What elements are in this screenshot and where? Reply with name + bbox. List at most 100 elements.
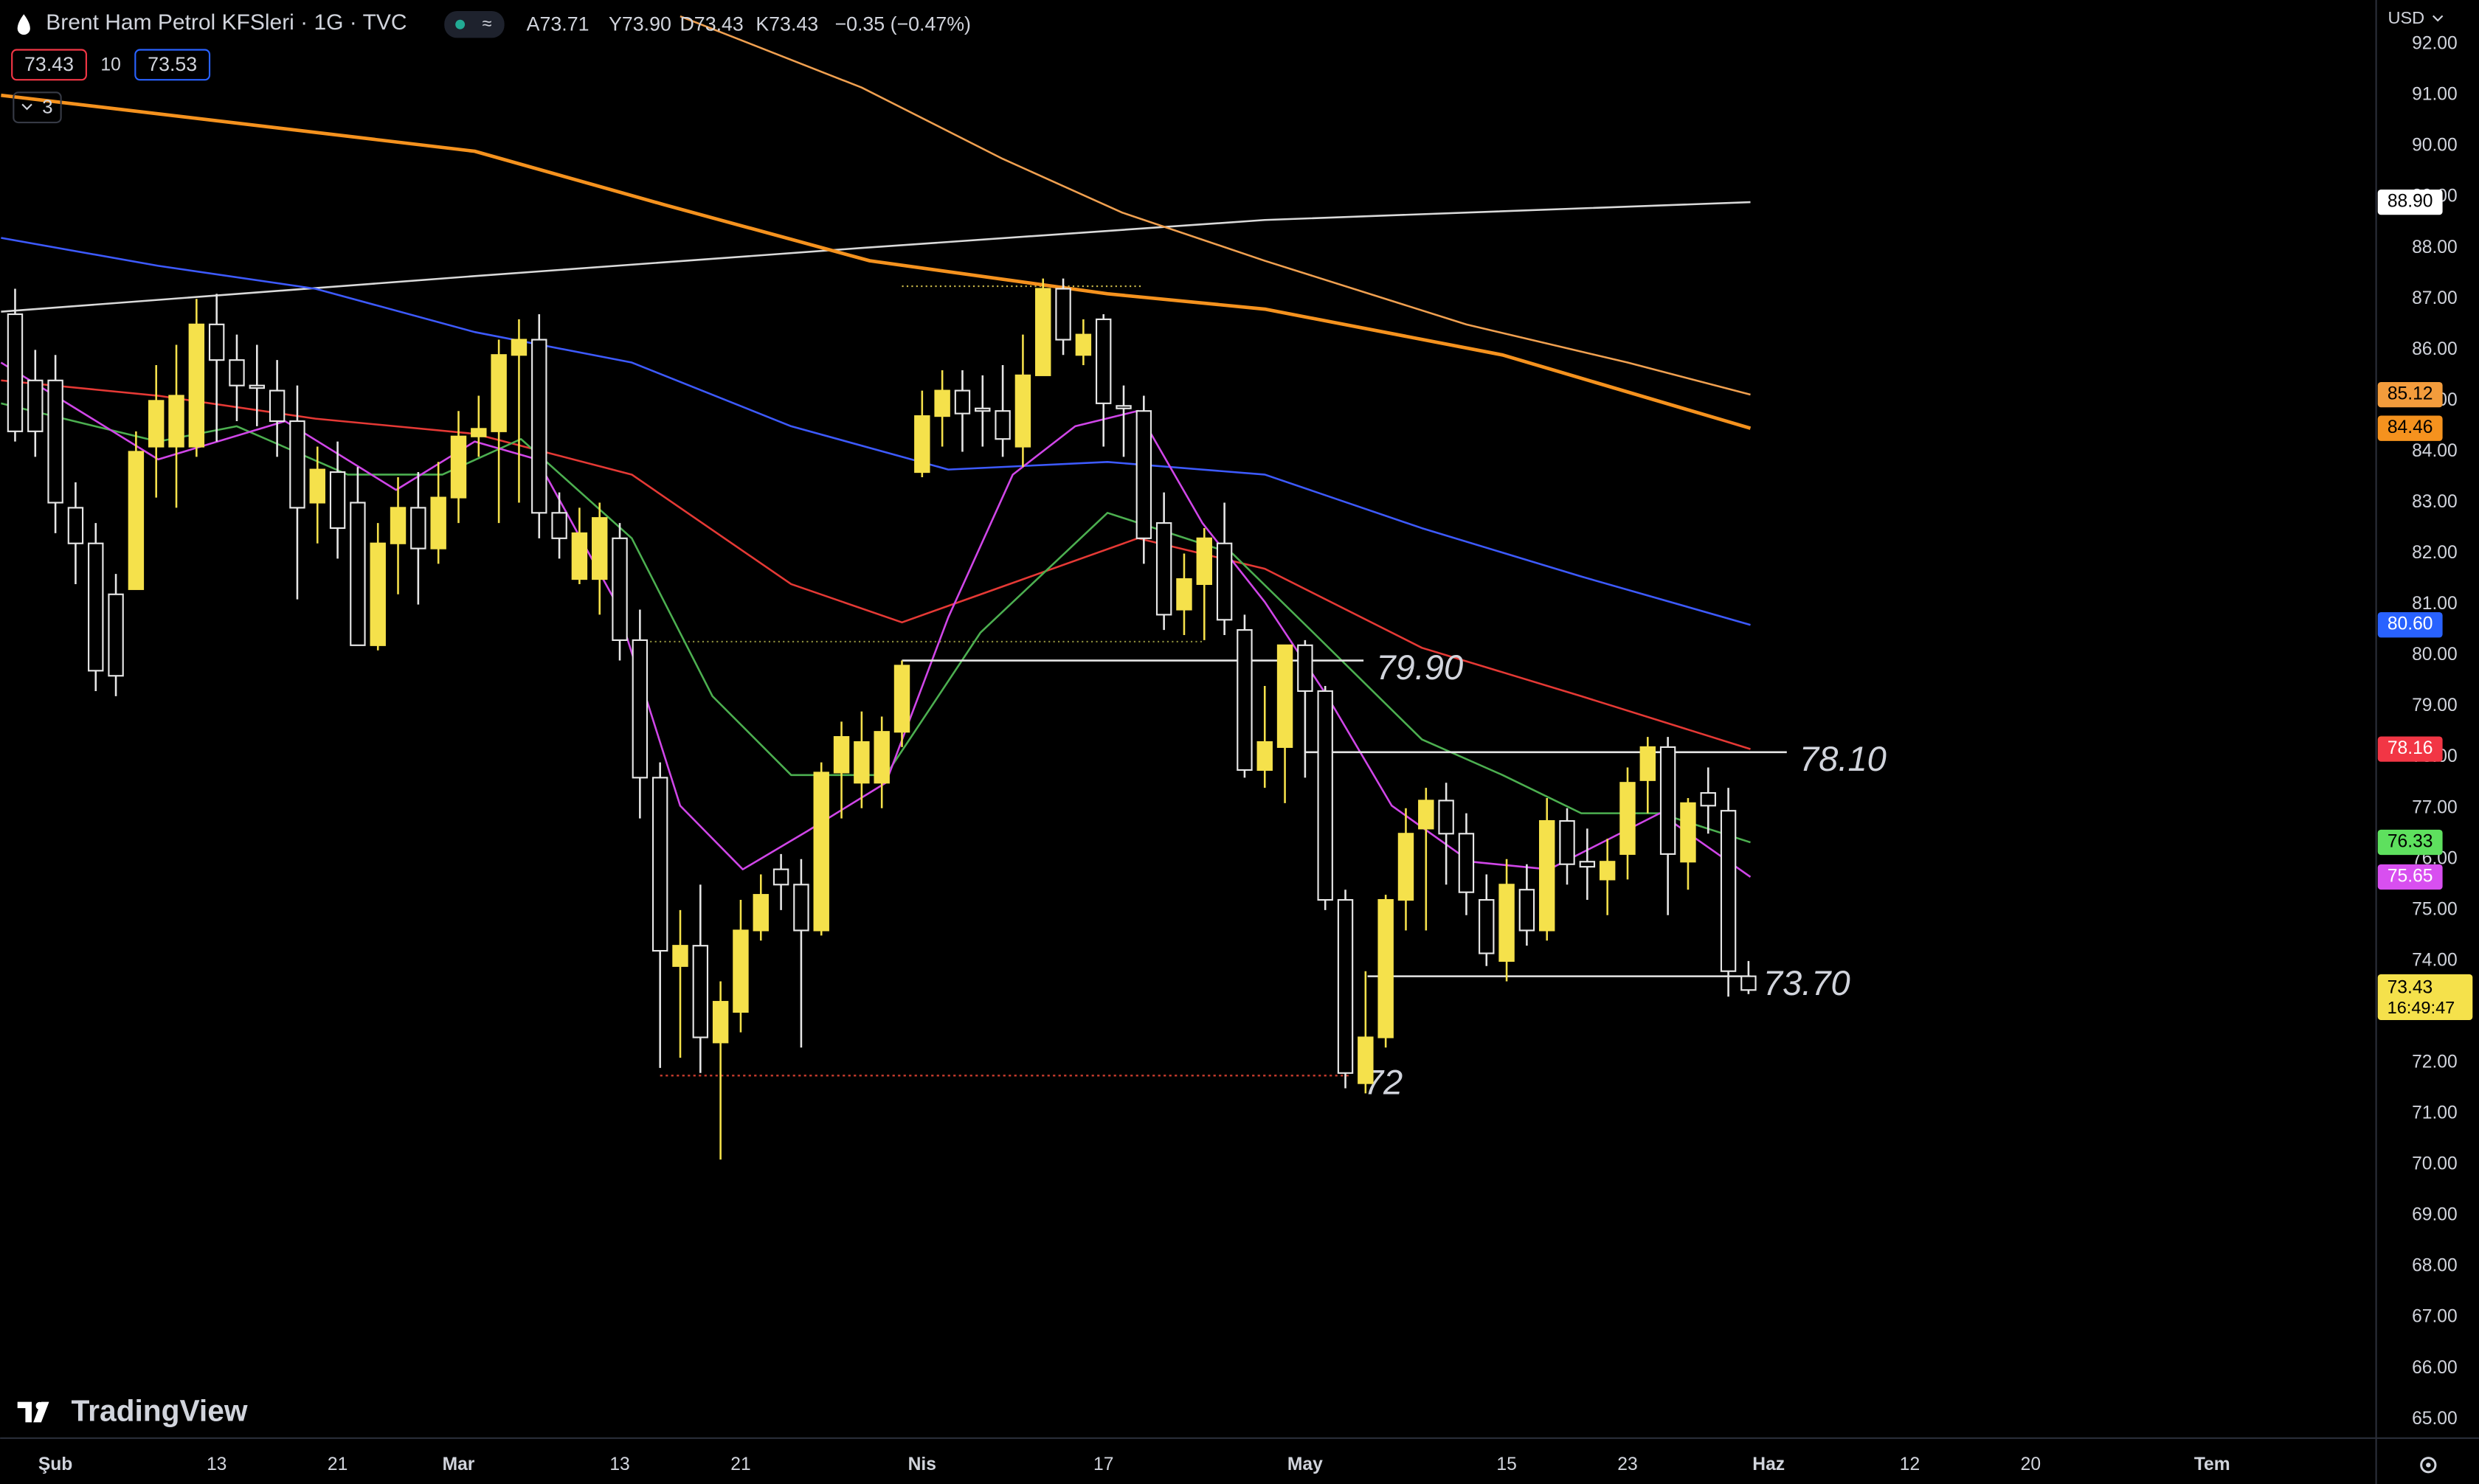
y-tick-label: 72.00 [2412,1053,2458,1072]
sell-button[interactable] [11,49,87,81]
candle-body [1659,746,1676,855]
candle-body [208,323,225,361]
candle-body [672,945,688,967]
candle-body [1055,288,1071,341]
symbol-icon [17,14,30,35]
status-pill[interactable] [444,10,505,38]
candle-body [813,772,829,932]
currency[interactable]: USD [2388,8,2424,27]
indicators-toggle[interactable] [13,91,62,124]
low-value: D73.43 [680,13,743,35]
candle-body [1720,810,1737,972]
x-tick-label: 21 [328,1454,348,1474]
candle-body [1700,791,1716,807]
y-tick-label: 79.00 [2412,696,2458,715]
candle-body [692,945,709,1039]
candle-body [1680,802,1696,863]
moving-average [680,15,1751,396]
spread: 10 [100,55,120,74]
price-tag-label: 85.12 [2388,384,2433,404]
candle-body [289,420,305,509]
candle-body [410,507,426,549]
candle-body [309,468,325,504]
currency-chevron [2432,15,2444,22]
y-tick-label: 69.00 [2412,1205,2458,1225]
x-tick-label: May [1287,1454,1323,1474]
candle-body [934,389,950,417]
candle-body [1498,884,1515,962]
y-tick-label: 70.00 [2412,1154,2458,1174]
level-label: 79.90 [1376,648,1463,687]
x-tick-label: 13 [609,1454,629,1474]
price-tag-label: 76.33 [2388,832,2433,852]
candle-body [1377,898,1394,1039]
logo-text[interactable]: TradingView [72,1393,248,1427]
y-tick-label: 86.00 [2412,339,2458,359]
candle-body [88,542,104,672]
chevron-icon [21,103,32,111]
candle-body [1075,333,1092,356]
candle-body [954,389,971,415]
y-tick-label: 82.00 [2412,543,2458,563]
last-price-label: 73.43 [2388,978,2433,998]
level-label: 73.70 [1763,963,1850,1002]
settings-icon[interactable] [2420,1457,2437,1474]
candle-body [1579,861,1596,868]
x-tick-label: 13 [207,1454,227,1474]
last-price-tag [2377,974,2473,1020]
y-tick-label: 83.00 [2412,492,2458,512]
candle-body [1297,644,1313,693]
candle-body [148,400,165,448]
y-tick-label: 92.00 [2412,34,2458,54]
candle-body [370,542,386,646]
candle-body [269,389,286,423]
candle-body [1176,578,1192,611]
moving-average [1,379,1751,750]
candle-body [1559,819,1575,865]
y-tick-label: 65.00 [2412,1409,2458,1429]
candle-body [1599,861,1616,881]
moving-average [0,361,1752,878]
delay-icon: ≈ [483,13,492,32]
candle-body [1014,374,1031,448]
price-tag [2377,829,2443,856]
price-tag [2377,415,2443,441]
settings-icon-center [2426,1463,2431,1468]
high-value: Y73.90 [609,13,671,35]
candle-body [592,517,608,580]
change-value: −0.35 (−0.47%) [834,13,971,35]
price-tag-label: 80.60 [2388,614,2433,634]
countdown-label: 16:49:47 [2388,998,2455,1017]
price-tag [2377,189,2443,215]
candle-body [551,512,567,539]
candle-body [511,339,528,356]
candle-body [128,451,145,590]
price-tag [2377,612,2443,638]
candle-body [1639,746,1656,781]
x-tick-label: Haz [1752,1454,1785,1474]
x-tick-label: 23 [1617,1454,1637,1474]
candle-body [712,1001,729,1044]
candle-body [1458,833,1475,893]
candle-body [229,359,245,386]
candle-body [1095,318,1112,404]
sell-price: 73.43 [24,53,74,75]
candle-body [1155,522,1172,616]
candle-body [995,410,1011,440]
candle-body [1035,288,1051,376]
buy-button[interactable] [134,49,211,81]
x-tick-label: 15 [1496,1454,1516,1474]
candle-body [1317,690,1333,901]
candle-body [833,736,850,774]
candle-body [1256,741,1273,772]
moving-average [1,201,1751,313]
price-tag [2377,736,2443,762]
symbol-title[interactable]: Brent Ham Petrol KFSleri · 1G · TVC [46,10,407,35]
candle-body [571,532,588,580]
candle-body [893,665,910,733]
y-tick-label: 66.00 [2412,1358,2458,1378]
y-tick-label: 68.00 [2412,1256,2458,1276]
candle-body [1337,898,1354,1074]
